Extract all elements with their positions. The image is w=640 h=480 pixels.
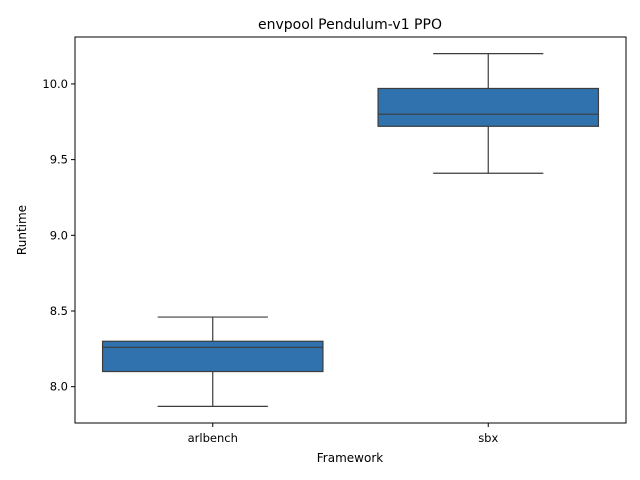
y-tick-label: 10.0: [42, 77, 68, 91]
axes-frame: [74, 36, 627, 424]
y-axis-label: Runtime: [15, 205, 29, 255]
x-axis-label: Framework: [317, 451, 383, 465]
box-arlbench: [101, 340, 324, 373]
x-tick-label-sbx: sbx: [478, 431, 498, 445]
x-tick-label-arlbench: arlbench: [188, 431, 238, 445]
plot-area: 8.0 8.5 9.0 9.5 10.0 arlbench sbx: [42, 36, 627, 445]
y-tick-label: 9.0: [50, 228, 68, 242]
box-sbx: [377, 87, 600, 127]
y-tick-label: 8.0: [50, 380, 68, 394]
y-tick-label: 8.5: [50, 304, 68, 318]
chart-title: envpool Pendulum-v1 PPO: [258, 17, 442, 33]
y-tick-label: 9.5: [50, 153, 68, 167]
